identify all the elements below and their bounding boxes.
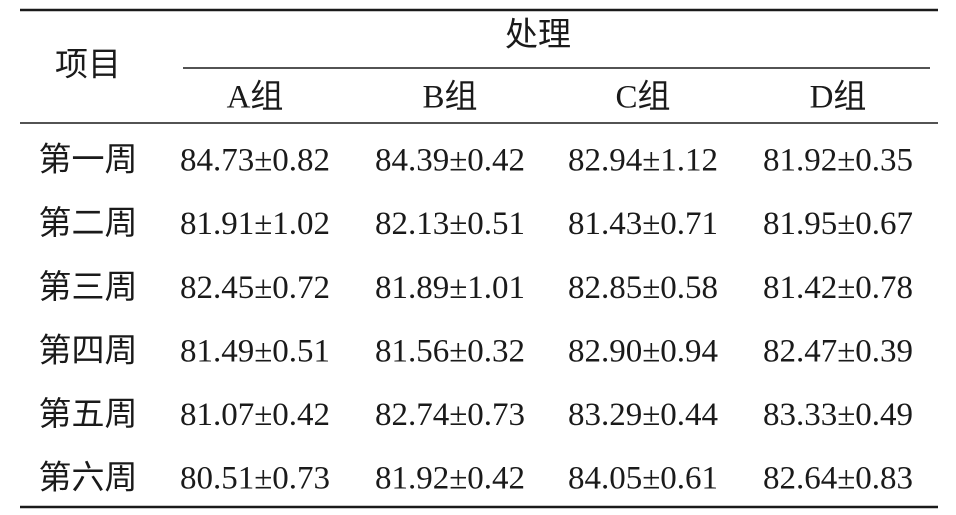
cell: 81.92±0.35 (763, 143, 913, 179)
row-label: 第四周 (39, 332, 138, 369)
cell: 82.85±0.58 (568, 270, 718, 306)
cell: 81.95±0.67 (763, 206, 913, 242)
column-header: A组 (227, 79, 284, 116)
cell: 81.43±0.71 (568, 206, 718, 242)
group-header: 处理 (505, 17, 571, 54)
cell: 82.13±0.51 (375, 206, 525, 242)
cell: 83.29±0.44 (568, 397, 718, 433)
cell: 82.94±1.12 (568, 143, 718, 179)
cell: 81.91±1.02 (180, 206, 330, 242)
cell: 80.51±0.73 (180, 461, 330, 497)
cell: 81.92±0.42 (375, 461, 525, 497)
cell: 81.49±0.51 (180, 333, 330, 369)
item-header: 项目 (55, 48, 121, 84)
row-label: 第五周 (39, 396, 138, 433)
cell: 83.33±0.49 (763, 397, 913, 433)
cell: 82.64±0.83 (763, 461, 913, 497)
cell: 82.45±0.72 (180, 270, 330, 306)
cell: 81.89±1.01 (375, 270, 525, 306)
column-header: C组 (615, 79, 670, 116)
row-label: 第二周 (39, 205, 138, 242)
column-header: D组 (810, 79, 867, 116)
row-label: 第六周 (39, 460, 138, 497)
cell: 82.74±0.73 (375, 397, 525, 433)
column-header: B组 (422, 79, 477, 116)
cell: 84.05±0.61 (568, 461, 718, 497)
cell: 82.47±0.39 (763, 333, 913, 369)
cell: 84.39±0.42 (375, 143, 525, 179)
row-label: 第三周 (39, 269, 138, 306)
cell: 81.56±0.32 (375, 333, 525, 369)
cell: 81.07±0.42 (180, 397, 330, 433)
cell: 84.73±0.82 (180, 143, 330, 179)
row-label: 第一周 (39, 142, 138, 179)
cell: 81.42±0.78 (763, 270, 913, 306)
cell: 82.90±0.94 (568, 333, 718, 369)
